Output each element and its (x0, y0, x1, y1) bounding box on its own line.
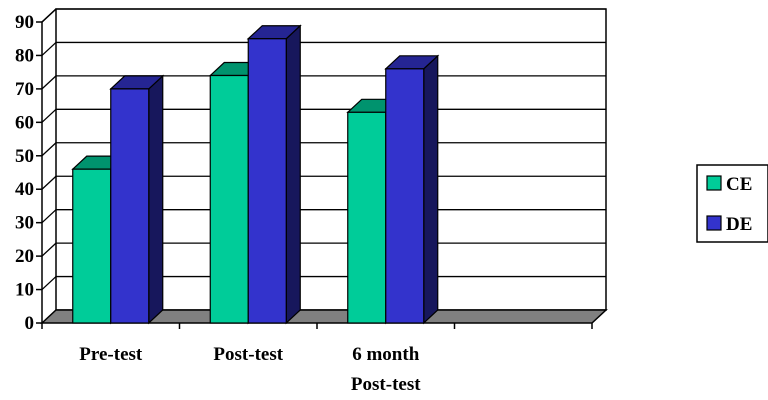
side-wall-line (41, 108, 57, 123)
y-tick-labels: 0 10 20 30 40 50 60 70 80 90 (15, 12, 34, 334)
bar-side (423, 54, 439, 325)
bar-de-2 (246, 24, 302, 325)
side-wall-line (41, 242, 57, 257)
x-tick-label: Post-test (351, 374, 421, 395)
legend-label: DE (726, 214, 752, 235)
bar-front (209, 74, 249, 324)
side-wall-line (41, 175, 57, 190)
bar-front (385, 68, 425, 324)
bar-front (72, 168, 112, 324)
side-wall-top (41, 8, 57, 23)
y-tick-label: 10 (15, 280, 34, 301)
x-tick-label: Pre-test (79, 344, 143, 365)
bar-side (148, 74, 164, 325)
legend: CE DE (696, 164, 768, 243)
y-tick-label: 20 (15, 246, 34, 267)
y-tick-label: 60 (15, 112, 34, 133)
axes (36, 8, 593, 329)
bars (71, 24, 440, 325)
bar-de-3 (384, 54, 440, 325)
x-tick-label: 6 month (352, 344, 419, 365)
side-wall-line (41, 41, 57, 56)
bar-side (285, 24, 301, 325)
side-wall-line (41, 209, 57, 224)
side-wall-line (41, 75, 57, 90)
bar-front (110, 88, 150, 324)
legend-swatch (706, 215, 722, 231)
y-tick-label: 50 (15, 146, 34, 167)
bar-front (347, 111, 387, 324)
legend-label: CE (726, 174, 752, 195)
y-tick-label: 0 (25, 313, 35, 334)
y-tick-label: 70 (15, 79, 34, 100)
y-tick-label: 80 (15, 45, 34, 66)
x-tick-labels: Pre-test Post-test 6 month Post-test (79, 344, 421, 395)
y-tick-label: 90 (15, 12, 34, 33)
legend-swatch (706, 175, 722, 191)
y-tick-label: 40 (15, 179, 34, 200)
bar-de-1 (109, 74, 165, 325)
bar-front (247, 38, 287, 324)
side-wall-line (41, 142, 57, 157)
x-tick-label: Post-test (213, 344, 283, 365)
side-wall-line (41, 276, 57, 291)
y-tick-label: 30 (15, 213, 34, 234)
